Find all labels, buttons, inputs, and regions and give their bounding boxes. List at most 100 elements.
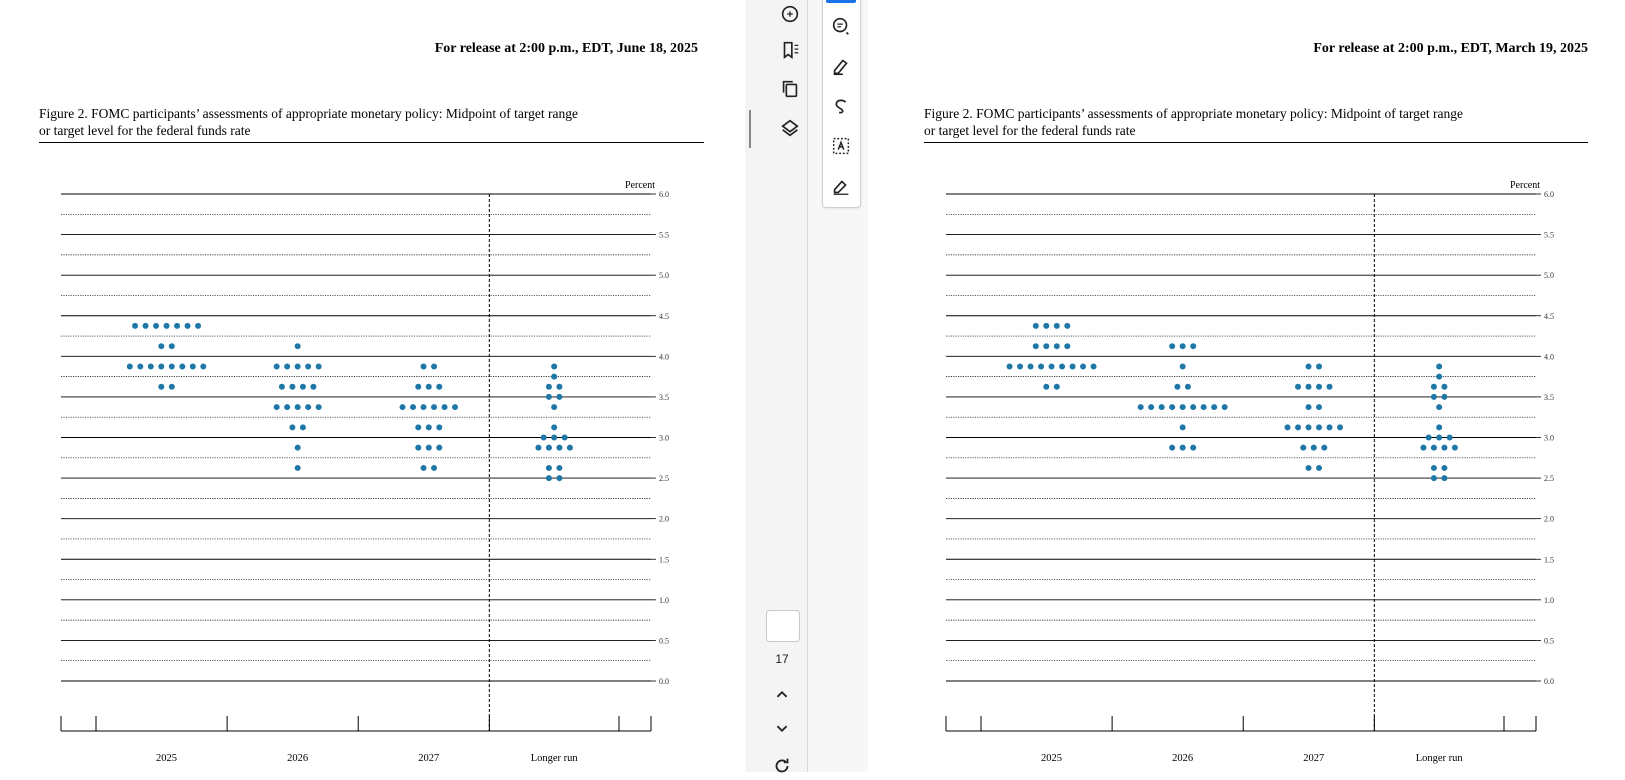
participant-dot	[1305, 404, 1312, 411]
participant-dot	[1200, 404, 1207, 411]
participant-dot	[1148, 404, 1155, 411]
participant-dot	[168, 343, 175, 350]
participant-dot	[556, 464, 563, 471]
y-tick-label: 5.5	[659, 231, 669, 240]
participant-dot	[425, 383, 432, 390]
participant-dot	[431, 363, 438, 370]
participant-dot	[179, 363, 186, 370]
participant-dot	[1190, 343, 1197, 350]
participant-dot	[561, 434, 568, 441]
participant-dot	[551, 424, 558, 431]
layers-icon[interactable]	[776, 114, 804, 142]
participant-dot	[163, 322, 170, 329]
document-pane-right[interactable]: For release at 2:00 p.m., EDT, March 19,…	[868, 0, 1625, 772]
active-tool-indicator	[826, 0, 856, 3]
participant-dot	[1190, 404, 1197, 411]
participant-dot	[431, 464, 438, 471]
participant-dot	[1211, 404, 1218, 411]
highlighter-icon[interactable]	[827, 52, 855, 80]
y-tick-label: 5.0	[1544, 271, 1554, 280]
participant-dot	[535, 444, 542, 451]
participant-dot	[289, 424, 296, 431]
document-pane-left[interactable]: For release at 2:00 p.m., EDT, June 18, …	[0, 0, 745, 772]
caption-line-1: Figure 2. FOMC participants’ assessments…	[924, 106, 1464, 121]
participant-dot	[200, 363, 207, 370]
y-tick-label: 0.0	[1544, 677, 1554, 686]
bookmark-list-icon[interactable]	[776, 36, 804, 64]
participant-dot	[420, 464, 427, 471]
participant-dot	[158, 363, 165, 370]
x-category-label: 2026	[287, 753, 308, 764]
participant-dot	[305, 363, 312, 370]
y-tick-label: 5.5	[1544, 231, 1554, 240]
participant-dot	[1441, 444, 1448, 451]
y-tick-label: 4.5	[659, 312, 669, 321]
x-category-label: Longer run	[1416, 753, 1464, 764]
y-tick-label: 3.5	[1544, 393, 1554, 402]
participant-dot	[1221, 404, 1228, 411]
participant-dot	[425, 424, 432, 431]
rotate-icon[interactable]	[768, 752, 796, 780]
y-tick-label: 0.0	[659, 677, 669, 686]
page-thumbnail-box[interactable]	[766, 610, 800, 642]
participant-dot	[1184, 383, 1191, 390]
participant-dot	[1451, 444, 1458, 451]
participant-dot	[1179, 444, 1186, 451]
participant-dot	[1179, 343, 1186, 350]
participant-dot	[551, 434, 558, 441]
participant-dot	[1053, 383, 1060, 390]
annotation-tools-panel	[822, 0, 861, 208]
participant-dot	[294, 363, 301, 370]
participant-dot	[436, 383, 443, 390]
chevron-up-icon[interactable]	[768, 681, 796, 709]
y-tick-label: 1.5	[659, 555, 669, 564]
y-tick-label: 2.0	[1544, 515, 1554, 524]
participant-dot	[1321, 444, 1328, 451]
participant-dot	[1179, 363, 1186, 370]
dot-plot-svg: 6.0 5.5 5.0 4.5 4.0 3.5 3.0 2.5 2.0 1.5 1.0 0.5 0.0 P…	[60, 180, 669, 764]
participant-dot	[1430, 393, 1437, 400]
copy-pages-icon[interactable]	[776, 75, 804, 103]
participant-dot	[1305, 383, 1312, 390]
signature-icon[interactable]	[827, 172, 855, 200]
participant-dot	[1316, 404, 1323, 411]
y-tick-label: 2.5	[659, 474, 669, 483]
participant-dot	[551, 404, 558, 411]
participant-dot	[158, 343, 165, 350]
participant-dot	[1436, 363, 1443, 370]
chat-ai-icon[interactable]	[776, 0, 804, 28]
y-tick-label: 1.0	[1544, 596, 1554, 605]
split-view-handle[interactable]	[749, 110, 751, 148]
text-select-box-icon[interactable]	[827, 132, 855, 160]
participant-dot	[551, 373, 558, 380]
participant-dot	[436, 424, 443, 431]
participant-dot	[1174, 383, 1181, 390]
freehand-draw-icon[interactable]	[827, 92, 855, 120]
left-tool-strip	[745, 0, 808, 772]
participant-dot	[1316, 383, 1323, 390]
participant-dot	[1179, 404, 1186, 411]
release-header: For release at 2:00 p.m., EDT, March 19,…	[1313, 41, 1588, 56]
participant-dot	[1090, 363, 1097, 370]
y-axis-label: Percent	[625, 180, 655, 191]
participant-dot	[1284, 424, 1291, 431]
participant-dot	[1430, 444, 1437, 451]
y-tick-label: 2.5	[1544, 474, 1554, 483]
participant-dot	[284, 404, 291, 411]
participant-dot	[189, 363, 196, 370]
participant-dot	[436, 444, 443, 451]
participant-dot	[1027, 363, 1034, 370]
participant-dot	[1420, 444, 1427, 451]
chevron-down-icon[interactable]	[768, 714, 796, 742]
participant-dot	[1436, 434, 1443, 441]
caption-rule	[924, 142, 1588, 143]
participant-dot	[425, 444, 432, 451]
participant-dot	[545, 393, 552, 400]
participant-dot	[1441, 464, 1448, 471]
participant-dot	[1043, 343, 1050, 350]
participant-dot	[1064, 343, 1071, 350]
participant-dot	[1310, 444, 1317, 451]
participant-dot	[1430, 383, 1437, 390]
add-comment-icon[interactable]	[827, 12, 855, 40]
x-category-label: 2025	[156, 753, 177, 764]
